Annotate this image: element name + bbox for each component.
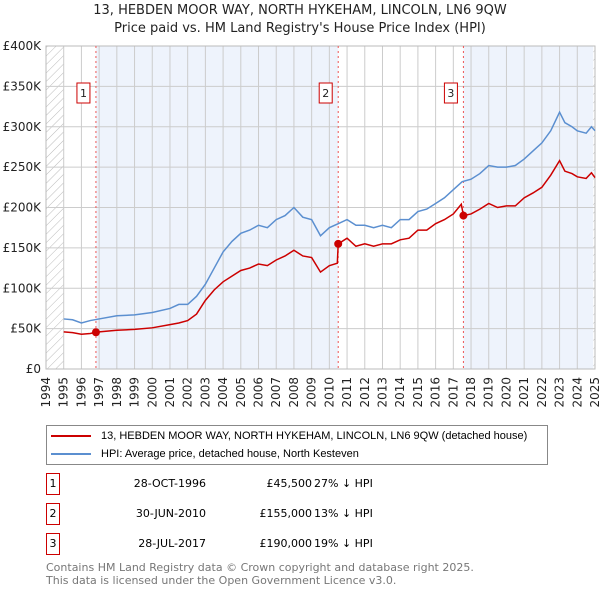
x-tick-label: 1998	[110, 377, 124, 408]
sale-marker-number: 3	[46, 533, 60, 555]
y-tick-label: £150K	[3, 241, 43, 255]
y-tick-label: £400K	[3, 39, 43, 53]
x-tick-label: 2000	[145, 377, 159, 408]
sale-label-number: 2	[322, 87, 329, 100]
sale-hpi-diff: 13% ↓ HPI	[314, 507, 373, 520]
x-tick-label: 2022	[535, 377, 549, 408]
x-tick-label: 2011	[340, 377, 354, 408]
x-tick-label: 2002	[181, 377, 195, 408]
property-price-line	[63, 159, 596, 336]
x-tick-label: 2006	[252, 377, 266, 408]
sale-price: £45,500	[266, 477, 313, 490]
x-tick-label: 2013	[375, 377, 389, 408]
x-tick-label: 2001	[163, 377, 177, 408]
sale-point	[459, 211, 468, 220]
attribution-line: Contains HM Land Registry data © Crown c…	[46, 561, 474, 574]
plot-area: 1994 1995 1996 1997 1998 1999 2000 2001 2002 2003…	[3, 39, 600, 408]
sale-marker-number: 1	[46, 473, 60, 495]
chart-title: 13, HEBDEN MOOR WAY, NORTH HYKEHAM, LINC…	[93, 3, 507, 18]
sale-marker-number: 2	[46, 503, 60, 525]
x-tick-label: 2004	[216, 377, 230, 408]
x-tick-label: 2021	[517, 377, 531, 408]
y-tick-label: £300K	[3, 120, 43, 134]
y-tick-label: £350K	[3, 79, 43, 93]
x-tick-label: 2025	[588, 377, 600, 408]
x-tick-label: 2008	[287, 377, 301, 408]
legend-swatch-hpi	[51, 453, 91, 455]
x-tick-label: 1999	[128, 377, 142, 408]
sale-row: 2 30-JUN-2010 £155,000 13% ↓ HPI	[46, 503, 546, 525]
attribution-line: This data is licensed under the Open Gov…	[46, 574, 397, 587]
x-tick-label: 2003	[198, 377, 212, 408]
x-tick-label: 2015	[411, 377, 425, 408]
x-tick-label: 2005	[234, 377, 248, 408]
sale-row: 3 28-JUL-2017 £190,000 19% ↓ HPI	[46, 533, 546, 555]
x-tick-label: 2014	[393, 377, 407, 408]
x-tick-label: 1995	[57, 377, 71, 408]
sale-label-number: 3	[447, 87, 454, 100]
plot-border	[45, 45, 596, 370]
sale-point	[91, 328, 100, 337]
sale-hpi-diff: 27% ↓ HPI	[314, 477, 373, 490]
x-tick-label: 2016	[429, 377, 443, 408]
x-tick-label: 2017	[446, 377, 460, 408]
sale-hpi-diff: 19% ↓ HPI	[314, 537, 373, 550]
sale-price: £190,000	[259, 537, 313, 550]
sale-label-box	[318, 82, 333, 104]
x-tick-label: 1996	[74, 377, 88, 408]
x-tick-label: 2020	[499, 377, 513, 408]
legend-swatch-property	[51, 435, 91, 437]
x-tick-label: 2019	[482, 377, 496, 408]
sale-price: £155,000	[259, 507, 313, 520]
y-tick-label: £50K	[10, 322, 42, 336]
x-tick-label: 2010	[322, 377, 336, 408]
sale-label-box	[76, 82, 91, 104]
y-tick-label: £0	[26, 362, 41, 376]
x-tick-label: 2018	[464, 377, 478, 408]
y-tick-label: £250K	[3, 160, 43, 174]
sale-label-box	[443, 82, 458, 104]
hpi-line	[63, 110, 596, 324]
chart-subtitle: Price paid vs. HM Land Registry's House …	[114, 21, 486, 36]
attribution: Contains HM Land Registry data © Crown c…	[46, 561, 474, 587]
x-tick-label: 2023	[553, 377, 567, 408]
y-tick-label: £100K	[3, 281, 43, 295]
legend-label-property: 13, HEBDEN MOOR WAY, NORTH HYKEHAM, LINC…	[101, 430, 528, 442]
sale-point	[334, 239, 343, 248]
sale-date: 28-OCT-1996	[133, 477, 206, 490]
x-tick-label: 1997	[92, 377, 106, 408]
x-tick-label: 2024	[570, 377, 584, 408]
legend-label-hpi: HPI: Average price, detached house, Nort…	[101, 448, 359, 460]
x-tick-label: 2012	[358, 377, 372, 408]
sale-date: 30-JUN-2010	[135, 507, 206, 520]
x-tick-label: 2009	[305, 377, 319, 408]
y-tick-label: £200K	[3, 201, 43, 215]
x-tick-label: 1994	[39, 377, 53, 408]
sale-row: 1 28-OCT-1996 £45,500 27% ↓ HPI	[46, 473, 546, 495]
legend: 13, HEBDEN MOOR WAY, NORTH HYKEHAM, LINC…	[46, 425, 548, 465]
sale-label-number: 1	[80, 87, 87, 100]
sale-date: 28-JUL-2017	[138, 537, 206, 550]
x-tick-label: 2007	[269, 377, 283, 408]
